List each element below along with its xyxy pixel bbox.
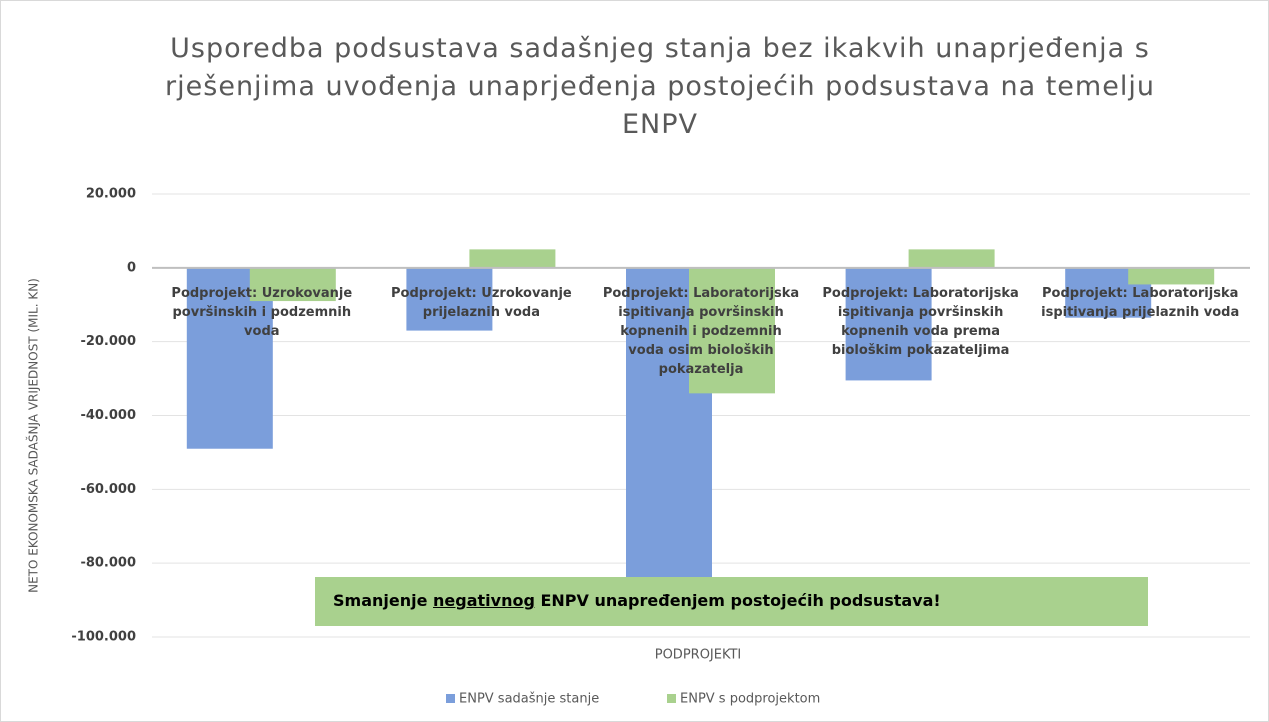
- bar: [689, 267, 775, 394]
- y-axis-label: NETO EKONOMSKA SADAŠNJA VRIJEDNOST (MIL.…: [26, 278, 41, 593]
- category-label: Podprojekt: Laboratorijska ispitivanja p…: [1041, 286, 1240, 320]
- legend-label: ENPV sadašnje stanje: [459, 692, 599, 707]
- y-tick-label: 20.000: [86, 187, 136, 202]
- bar: [845, 267, 932, 381]
- y-tick-label: 0: [127, 260, 136, 275]
- annotation: Smanjenje negativnog ENPV unapređenjem p…: [315, 577, 1148, 626]
- x-axis-label: PODPROJEKTI: [655, 648, 742, 663]
- category-label: Podprojekt: Laboratorijska ispitivanja p…: [822, 286, 1019, 358]
- legend-swatch: [446, 694, 455, 703]
- legend-swatch: [667, 694, 676, 703]
- category-label: Podprojekt: Uzrokovanje prijelaznih voda: [391, 286, 572, 320]
- category-label: Podprojekt: Laboratorijska ispitivanja p…: [602, 286, 800, 377]
- annotation-text: Smanjenje: [333, 591, 434, 610]
- annotation-text: ENPV unapređenjem postojećih podsustava!: [534, 591, 941, 610]
- y-tick-label: -60.000: [80, 482, 136, 497]
- bar: [908, 249, 995, 268]
- y-tick-label: -40.000: [80, 408, 136, 423]
- bar: [406, 267, 493, 331]
- y-tick-label: -80.000: [80, 556, 136, 571]
- chart-title: Usporedba podsustava sadašnjeg stanja be…: [165, 33, 1155, 140]
- bar: [249, 267, 336, 302]
- y-tick-label: -20.000: [80, 334, 136, 349]
- legend-label: ENPV s podprojektom: [680, 692, 820, 707]
- category-label: Podprojekt: Uzrokovanje površinskih i po…: [171, 286, 353, 339]
- annotation-text: negativnog: [433, 591, 535, 610]
- y-tick-label: -100.000: [71, 630, 136, 645]
- bar: [469, 249, 556, 268]
- bar: [1128, 267, 1215, 285]
